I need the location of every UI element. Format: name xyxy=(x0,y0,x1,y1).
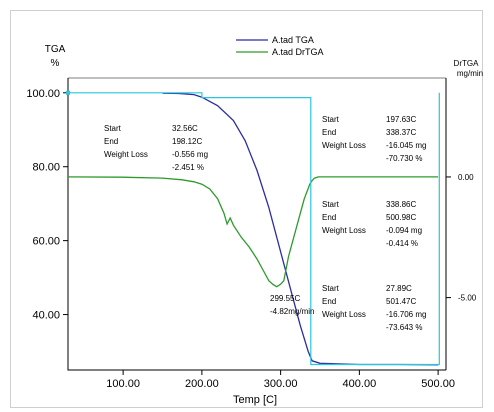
ann1-value: -0.556 mg xyxy=(172,150,208,159)
y2-tick-label: 0.00 xyxy=(458,173,474,182)
y2-axis-unit: mg/min xyxy=(457,69,483,78)
legend-label-0: A.tad TGA xyxy=(272,35,314,45)
ann4-label: Weight Loss xyxy=(322,310,366,319)
ann4-value: 27.89C xyxy=(386,284,412,293)
baseline-marker xyxy=(66,90,70,95)
ann2-label: Start xyxy=(322,115,340,124)
ann4-value: -16.706 mg xyxy=(386,310,426,319)
ann3-label: Weight Loss xyxy=(322,226,366,235)
peak-label-rate: -4.82mg/min xyxy=(270,307,314,316)
ann1-label: Start xyxy=(104,124,122,133)
y-axis-unit: % xyxy=(51,58,60,69)
ann2-value: 338.37C xyxy=(386,128,416,137)
y-tick-label: 80.00 xyxy=(32,162,60,174)
ann1-label: Weight Loss xyxy=(104,150,148,159)
x-tick-label: 400.00 xyxy=(343,378,377,390)
x-tick-label: 200.00 xyxy=(185,378,219,390)
ann4-value: -73.643 % xyxy=(386,323,422,332)
series-line-0 xyxy=(162,92,439,366)
ann3-label: Start xyxy=(322,200,340,209)
y-tick-label: 100.00 xyxy=(26,88,60,100)
series-line-1 xyxy=(67,176,439,288)
plot-frame-left-bottom xyxy=(67,78,446,371)
x-tick-label: 500.00 xyxy=(421,378,455,390)
y-tick-label: 40.00 xyxy=(32,310,60,322)
ann1-label: End xyxy=(104,137,118,146)
y2-axis-label: DrTGA xyxy=(454,59,480,68)
ann2-value: 197.63C xyxy=(386,115,416,124)
x-tick-label: 100.00 xyxy=(106,378,140,390)
window-frame xyxy=(10,10,483,408)
ann3-value: 500.98C xyxy=(386,213,416,222)
y-axis-label: TGA xyxy=(45,44,66,55)
ann1-value: 198.12C xyxy=(172,137,202,146)
ann2-label: End xyxy=(322,128,336,137)
ann2-value: -16.045 mg xyxy=(386,141,426,150)
ann1-value: -2.451 % xyxy=(172,163,204,172)
peak-label-temp: 299.55C xyxy=(270,294,300,303)
ann3-value: -0.414 % xyxy=(386,239,418,248)
ann3-label: End xyxy=(322,213,336,222)
ann2-label: Weight Loss xyxy=(322,141,366,150)
ann3-value: -0.094 mg xyxy=(386,226,422,235)
x-tick-label: 300.00 xyxy=(264,378,298,390)
x-axis-label: Temp [C] xyxy=(233,394,277,406)
ann4-value: 501.47C xyxy=(386,297,416,306)
y-tick-label: 60.00 xyxy=(32,236,60,248)
legend-label-1: A.tad DrTGA xyxy=(272,47,324,57)
ann4-label: Start xyxy=(322,284,340,293)
ann1-value: 32.56C xyxy=(172,124,198,133)
ann4-label: End xyxy=(322,297,336,306)
y2-tick-label: -5.00 xyxy=(458,294,477,303)
ann2-value: -70.730 % xyxy=(386,154,422,163)
ann3-value: 338.86C xyxy=(386,200,416,209)
series-line-2 xyxy=(68,92,440,366)
